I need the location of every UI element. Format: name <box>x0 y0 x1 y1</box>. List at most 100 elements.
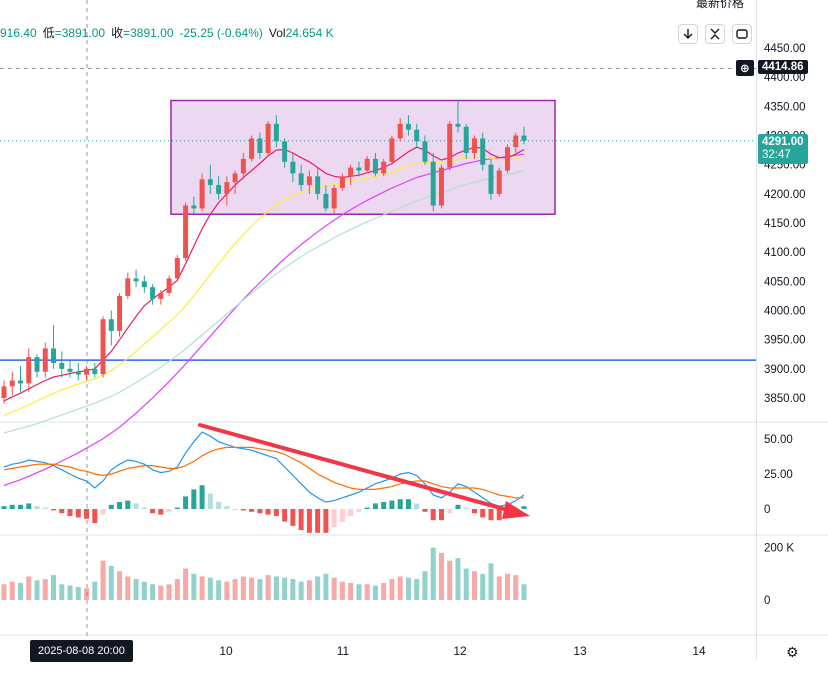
volume-bar <box>463 568 469 600</box>
macd-histogram-bar <box>166 509 172 512</box>
macd-histogram-bar <box>207 493 213 509</box>
candle-body <box>174 258 180 279</box>
macd-tick-label: 50.00 <box>764 434 793 446</box>
candle-body <box>191 205 197 209</box>
macd-histogram-bar <box>92 509 98 523</box>
volume-bar <box>125 576 131 600</box>
candle-body <box>150 287 156 299</box>
price-type-selector[interactable]: 最新价格 <box>696 0 745 10</box>
macd-histogram-bar <box>26 503 32 509</box>
macd-histogram-bar <box>9 504 15 509</box>
time-tick-label: 11 <box>337 644 350 658</box>
macd-histogram-bar <box>414 503 420 509</box>
macd-histogram-bar <box>125 500 131 509</box>
crosshair-plus-button[interactable]: ⊕ <box>736 60 754 76</box>
volume-bar <box>183 568 189 600</box>
volume-bar <box>141 581 147 600</box>
macd-histogram-bar <box>141 507 147 509</box>
candle-body <box>249 138 255 159</box>
price-tick-label: 3950.00 <box>764 335 806 347</box>
candle-body <box>158 293 164 299</box>
macd-histogram-bar <box>59 509 65 514</box>
ma-fast-line <box>3 146 525 402</box>
macd-histogram-bar <box>100 509 106 515</box>
candle-body <box>257 138 263 153</box>
candle-body <box>34 357 40 372</box>
volume-bar <box>51 575 57 600</box>
arrow-head <box>502 501 530 519</box>
ma-slow-line <box>3 169 525 434</box>
candle-body <box>240 158 246 174</box>
collapse-icon[interactable] <box>705 24 725 44</box>
macd-histogram-bar <box>405 499 411 509</box>
price-tick-label: 4100.00 <box>764 247 806 259</box>
macd-histogram-bar <box>257 509 263 514</box>
macd-histogram-bar <box>298 509 304 530</box>
volume-bar <box>290 579 296 600</box>
price-tick-label: 4450.00 <box>764 43 806 55</box>
macd-histogram-bar <box>397 499 403 509</box>
low-label: 低 <box>42 26 55 40</box>
time-tick-label: 14 <box>692 644 706 658</box>
macd-histogram-bar <box>51 509 57 511</box>
macd-histogram-bar <box>339 509 345 522</box>
candle-body <box>513 135 519 148</box>
reset-icon[interactable] <box>732 24 752 44</box>
countdown-value: 32:47 <box>762 149 791 161</box>
ma-long-line <box>3 153 525 487</box>
candle-body <box>67 368 73 372</box>
macd-histogram-bar <box>133 503 139 509</box>
price-tick-label: 4350.00 <box>764 101 806 113</box>
macd-histogram-bar <box>430 509 436 521</box>
volume-bar <box>339 581 345 600</box>
macd-histogram-bar <box>422 509 428 512</box>
gear-icon[interactable]: ⚙ <box>786 644 799 660</box>
volume-bar <box>265 575 271 600</box>
arrow-down-icon[interactable] <box>678 24 698 44</box>
candle-body <box>356 167 362 171</box>
volume-bar <box>348 582 354 600</box>
candle-body <box>339 176 345 188</box>
volume-bar <box>191 573 197 600</box>
volume-bar <box>455 558 461 600</box>
price-tick-label: 4150.00 <box>764 218 806 230</box>
volume-bar <box>504 573 510 600</box>
volume-bar <box>356 584 362 600</box>
macd-histogram-bar <box>67 509 73 516</box>
macd-histogram-bar <box>372 503 378 509</box>
vol-value: 24.654 K <box>285 26 334 40</box>
macd-histogram-bar <box>364 507 370 509</box>
volume-bar <box>59 584 65 600</box>
candle-body <box>438 167 444 206</box>
time-crosshair-label: 2025-08-08 20:00 <box>30 640 133 662</box>
macd-histogram-bar <box>232 509 238 510</box>
macd-histogram-bar <box>447 509 453 514</box>
volume-bar <box>224 581 230 600</box>
macd-histogram-bar <box>34 506 40 509</box>
volume-bar <box>67 585 73 600</box>
macd-histogram-bar <box>42 507 48 509</box>
candle-body <box>405 123 411 130</box>
candle-body <box>183 205 189 258</box>
candle-body <box>298 173 304 186</box>
candle-body <box>488 164 494 194</box>
candle-body <box>75 371 81 375</box>
volume-bar <box>306 580 312 600</box>
macd-histogram-bar <box>463 507 469 509</box>
divergence-arrow <box>198 423 517 514</box>
volume-bar <box>273 576 279 600</box>
candle-body <box>306 176 312 186</box>
candle-body <box>51 348 57 363</box>
crosshair-price-tag: 4414.86 <box>758 60 808 74</box>
macd-histogram-bar <box>331 509 337 528</box>
volume-bar <box>471 571 477 600</box>
candle-body <box>92 368 98 375</box>
candle-body <box>207 179 213 186</box>
time-tick-label: 12 <box>453 644 467 658</box>
macd-histogram-bar <box>174 507 180 509</box>
candle-body <box>117 295 123 331</box>
candle-body <box>290 161 296 174</box>
volume-bar <box>364 584 370 600</box>
